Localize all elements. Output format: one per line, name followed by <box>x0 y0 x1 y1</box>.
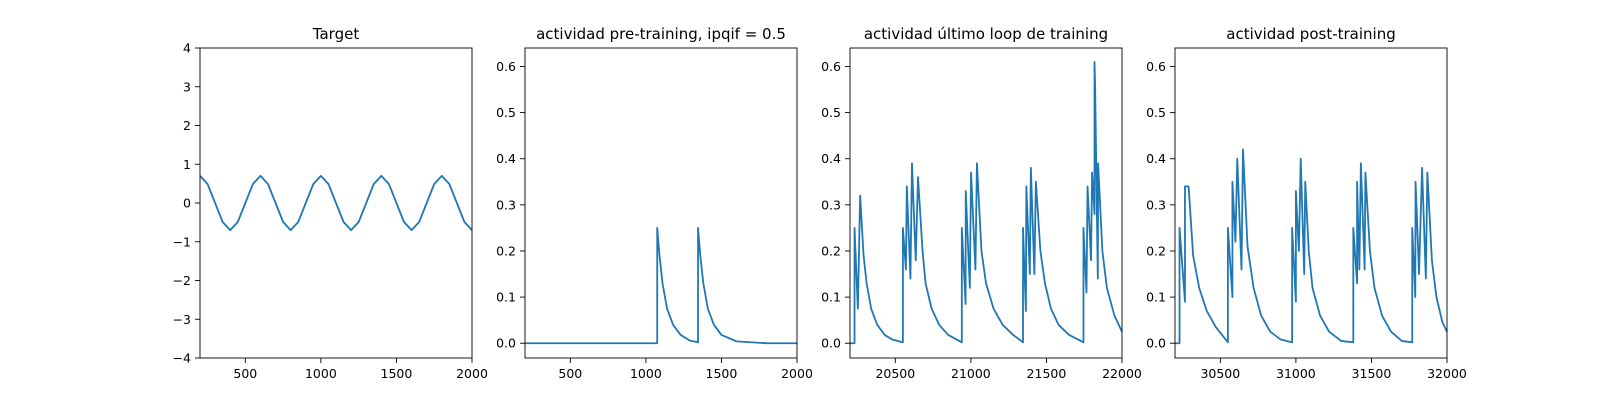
y-tick-label: 0.3 <box>1146 197 1166 212</box>
x-tick-label: 1500 <box>381 366 413 381</box>
y-tick-label: 0.1 <box>1146 290 1166 305</box>
y-tick-label: 0.3 <box>821 197 841 212</box>
y-tick-label: −2 <box>173 273 191 288</box>
x-tick-label: 1000 <box>630 366 662 381</box>
x-tick-label: 2000 <box>781 366 813 381</box>
subplot-title: actividad post-training <box>1226 25 1395 43</box>
x-tick-label: 20500 <box>875 366 915 381</box>
series-line-1 <box>1175 148 1448 345</box>
y-tick-label: 0.0 <box>821 336 841 351</box>
y-tick-label: 0.5 <box>821 105 841 120</box>
y-tick-label: 4 <box>183 41 191 56</box>
x-tick-label: 21500 <box>1027 366 1067 381</box>
y-tick-label: 0.6 <box>1146 59 1166 74</box>
subplot-4: actividad post-training 30500 31000 31500 32… <box>1146 25 1467 381</box>
x-tick-label: 1000 <box>305 366 337 381</box>
y-tick-label: 0.0 <box>1146 336 1166 351</box>
y-tick-label: −1 <box>173 234 191 249</box>
x-tick-label: 32000 <box>1427 366 1467 381</box>
subplot-title: actividad pre-training, ipqif = 0.5 <box>536 25 786 43</box>
y-tick-label: 0.5 <box>1146 105 1166 120</box>
y-tick-label: 1 <box>183 157 191 172</box>
series-line-1 <box>850 60 1123 345</box>
y-tick-label: 0.2 <box>821 243 841 258</box>
y-tick-label: 0.2 <box>496 243 516 258</box>
subplot-title: actividad último loop de training <box>864 25 1108 43</box>
y-tick-label: 0 <box>183 196 191 211</box>
y-tick-label: −4 <box>173 351 191 366</box>
x-tick-label: 31500 <box>1352 366 1392 381</box>
x-tick-label: 500 <box>558 366 582 381</box>
x-tick-label: 1500 <box>706 366 738 381</box>
y-tick-label: 0.1 <box>821 290 841 305</box>
y-tick-label: 0.1 <box>496 290 516 305</box>
x-tick-label: 21000 <box>951 366 991 381</box>
x-tick-label: 2000 <box>456 366 488 381</box>
y-tick-label: 0.5 <box>496 105 516 120</box>
x-tick-label: 30500 <box>1200 366 1240 381</box>
series-line-1 <box>199 174 473 232</box>
axes-frame <box>849 47 1123 359</box>
y-tick-label: 0.4 <box>1146 151 1166 166</box>
subplot-3: actividad último loop de training 20500 21… <box>821 25 1142 381</box>
x-tick-label: 22000 <box>1102 366 1142 381</box>
y-tick-label: 0.2 <box>1146 243 1166 258</box>
x-tick-label: 500 <box>233 366 257 381</box>
series-line-1 <box>525 227 797 345</box>
subplot-title: Target <box>312 25 360 43</box>
axes-frame <box>524 47 798 359</box>
y-tick-label: 0.4 <box>821 151 841 166</box>
y-tick-label: 0.3 <box>496 197 516 212</box>
y-tick-label: 2 <box>183 118 191 133</box>
y-tick-label: 0.6 <box>496 59 516 74</box>
y-tick-label: 0.4 <box>496 151 516 166</box>
y-tick-label: 3 <box>183 79 191 94</box>
subplot-1: Target 500 1000 1500 2000 −4 −3 −2 −1 0 1 2 3 4 <box>173 25 488 381</box>
y-tick-label: 0.6 <box>821 59 841 74</box>
axes-frame <box>1174 47 1448 359</box>
x-tick-label: 31000 <box>1276 366 1316 381</box>
y-tick-label: −3 <box>173 312 191 327</box>
subplot-2: actividad pre-training, ipqif = 0.5 500 10… <box>496 25 813 381</box>
y-tick-label: 0.0 <box>496 336 516 351</box>
